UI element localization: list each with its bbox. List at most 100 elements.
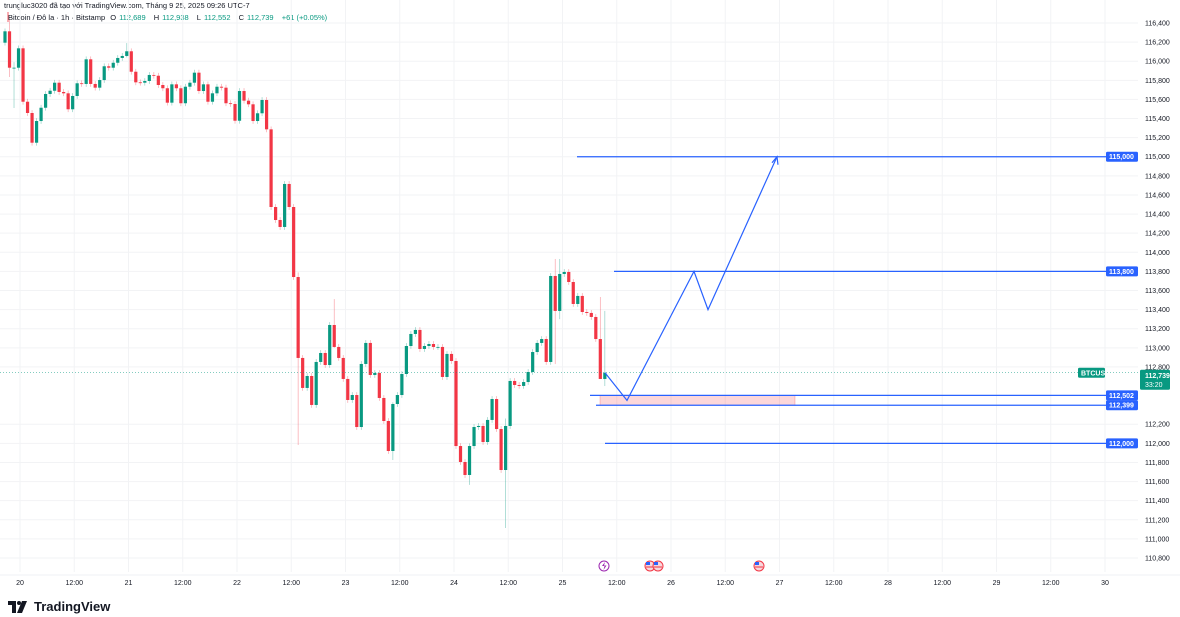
candle	[319, 350, 323, 365]
flag-canton	[654, 562, 658, 565]
candle-body	[39, 107, 43, 122]
candle-body	[260, 100, 264, 114]
candle	[269, 126, 273, 210]
us-flag-icon[interactable]	[652, 560, 664, 572]
candle-body	[129, 51, 133, 72]
candle-body	[413, 329, 418, 334]
tradingview-logo[interactable]: TradingView	[8, 599, 110, 614]
symbol-name[interactable]: Bitcoin / Đô la · 1h · Bitstamp	[8, 13, 106, 22]
symbol-tag-label: BTCUSD	[1081, 370, 1110, 377]
candle	[161, 82, 165, 92]
time-axis-label: 12:00	[825, 580, 843, 587]
candle	[66, 90, 70, 113]
candle-body	[553, 275, 557, 311]
candle	[210, 90, 215, 105]
time-axis-label: 12:00	[608, 580, 626, 587]
candle	[30, 110, 34, 146]
candle	[373, 370, 377, 378]
time-axis-label: 12:00	[499, 580, 517, 587]
candle-body	[517, 384, 521, 386]
candle	[165, 85, 169, 106]
price-change: +61 (+0.05%)	[281, 13, 328, 22]
candle-body	[328, 324, 332, 366]
candle-body	[269, 129, 273, 208]
price-level-tag	[1106, 438, 1138, 449]
price-axis-label: 112,000	[1145, 441, 1170, 448]
candle-body	[233, 104, 237, 121]
candle	[449, 351, 454, 364]
candle	[508, 378, 512, 429]
candle-body	[48, 90, 52, 94]
candle	[346, 376, 350, 403]
candle-body	[57, 82, 61, 92]
candle-body	[107, 66, 111, 68]
candle	[12, 62, 16, 109]
time-axis-label: 28	[884, 580, 892, 587]
candle-body	[319, 352, 323, 362]
price-axis-label: 111,400	[1145, 498, 1169, 505]
candle-body	[494, 399, 499, 430]
candle	[467, 443, 472, 485]
candle	[314, 359, 318, 408]
time-axis-label: 26	[667, 580, 675, 587]
candle	[274, 204, 278, 223]
candle	[400, 371, 404, 398]
us-flag-icon[interactable]	[644, 560, 656, 572]
candle-body	[341, 357, 345, 379]
candle-body	[179, 88, 183, 104]
event-markers	[598, 560, 765, 572]
candle	[39, 104, 43, 124]
time-axis-label: 12:00	[282, 580, 300, 587]
candle-body	[93, 83, 97, 88]
candle	[513, 378, 517, 388]
candle	[310, 373, 314, 408]
candle	[283, 181, 287, 230]
chart-caption: trungluc3020 đã tạo với TradingView.com,…	[4, 1, 250, 10]
candle-body	[66, 93, 70, 110]
candle	[143, 78, 147, 86]
price-tags: 115,000 113,800 112,502 112,399 112,000 BTCUS…	[1078, 151, 1170, 449]
candle-body	[531, 352, 535, 372]
candle-body	[476, 425, 481, 428]
time-axis-label: 22	[233, 580, 241, 587]
candle-body	[210, 93, 215, 102]
price-axis-label: 114,400	[1145, 212, 1170, 219]
candle-body	[562, 271, 566, 274]
candle-body	[3, 31, 7, 43]
candle	[463, 459, 467, 478]
candle	[102, 63, 106, 83]
candle	[580, 293, 584, 315]
candle	[558, 258, 562, 320]
candle	[183, 83, 187, 107]
candle	[522, 379, 526, 389]
lightning-event-icon[interactable]	[598, 560, 610, 572]
candle	[485, 417, 490, 445]
candle	[535, 340, 539, 355]
price-axis-label: 113,600	[1145, 288, 1170, 295]
candle-body	[71, 95, 75, 110]
candle	[134, 68, 138, 86]
candle	[206, 81, 210, 105]
candle	[409, 331, 413, 349]
candle	[531, 349, 535, 375]
candle	[436, 344, 440, 350]
candle-body	[404, 346, 408, 374]
candle-body	[102, 66, 106, 81]
candle	[603, 310, 607, 387]
candle-body	[255, 113, 260, 122]
candle	[228, 100, 233, 107]
candle	[585, 309, 589, 316]
last-price-tag	[1140, 369, 1170, 390]
candle	[458, 443, 463, 465]
candle-body	[463, 461, 467, 475]
candle	[152, 72, 156, 79]
price-axis-label: 116,000	[1145, 59, 1170, 66]
candle-body	[84, 59, 88, 84]
candle	[62, 89, 66, 97]
candle	[116, 55, 120, 66]
us-flag-icon[interactable]	[753, 560, 765, 572]
candle	[386, 418, 390, 454]
candle	[219, 83, 224, 91]
flag-canton	[755, 562, 759, 565]
